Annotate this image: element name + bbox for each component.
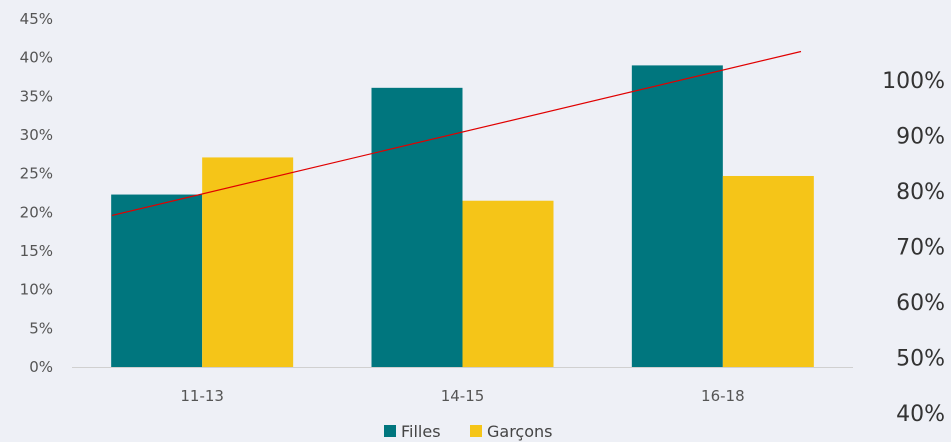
y-tick-label: 40% xyxy=(20,49,53,67)
legend-swatch-filles xyxy=(384,425,396,437)
bar-filles-14-15 xyxy=(371,87,463,368)
bar-filles-11-13 xyxy=(111,194,203,367)
secondary-y-tick-label: 50% xyxy=(896,347,945,372)
secondary-y-tick-label: 70% xyxy=(896,236,945,261)
x-tick-label: 11-13 xyxy=(180,387,224,405)
secondary-y-tick-label: 60% xyxy=(896,291,945,316)
bars xyxy=(111,65,814,368)
bar-garçons-16-18 xyxy=(722,175,814,367)
y-tick-label: 10% xyxy=(20,281,53,299)
y-tick-label: 45% xyxy=(20,10,53,28)
secondary-y-tick-label: 80% xyxy=(896,180,945,205)
y-axis: 0% 5% 10% 15% 20% 25% 30% 35% 40% 45% xyxy=(20,10,53,376)
x-tick-label: 14-15 xyxy=(441,387,485,405)
x-axis: 11-13 14-15 16-18 xyxy=(180,387,744,405)
y-tick-label: 30% xyxy=(20,126,53,144)
y-tick-label: 20% xyxy=(20,203,53,221)
legend: Filles Garçons xyxy=(384,422,553,441)
bar-garçons-11-13 xyxy=(202,157,294,367)
secondary-y-axis: 100% 90% 80% 70% 60% 50% 40% xyxy=(882,69,945,427)
x-tick-label: 16-18 xyxy=(701,387,745,405)
y-tick-label: 35% xyxy=(20,87,53,105)
y-tick-label: 25% xyxy=(20,165,53,183)
y-tick-label: 5% xyxy=(29,319,53,337)
y-tick-label: 15% xyxy=(20,242,53,260)
legend-label-garçons: Garçons xyxy=(487,422,553,441)
legend-swatch-garçons xyxy=(470,425,482,437)
secondary-y-tick-label: 100% xyxy=(882,69,945,94)
legend-label-filles: Filles xyxy=(401,422,441,441)
bar-garçons-14-15 xyxy=(462,200,554,367)
trend-line xyxy=(111,50,802,217)
bar-filles-16-18 xyxy=(631,65,723,368)
secondary-y-tick-label: 90% xyxy=(896,125,945,150)
secondary-y-tick-label: 40% xyxy=(896,402,945,427)
y-tick-label: 0% xyxy=(29,358,53,376)
